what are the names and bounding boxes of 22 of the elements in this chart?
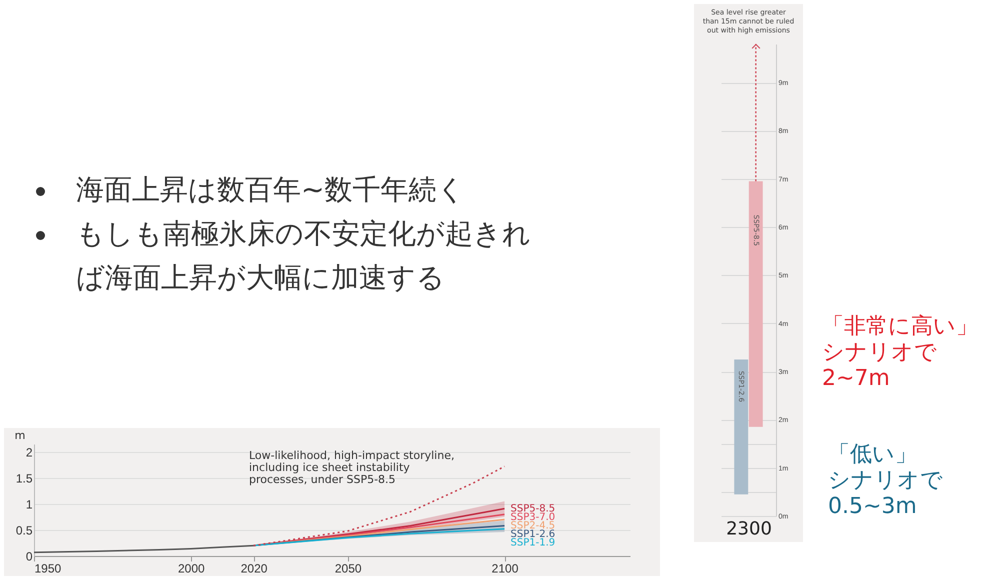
y-tick-label: 2 [26, 445, 33, 460]
x-tick-label: 2020 [240, 562, 268, 576]
x-tick-label: 1950 [34, 562, 62, 576]
x-tick-label: 2000 [178, 562, 206, 576]
y-tick-label: 1.5 [16, 471, 33, 486]
text: 0.5~3m [828, 494, 918, 520]
x-tick-label: 2050 [334, 562, 362, 576]
y-tick-label: 0.5 [16, 523, 33, 538]
text: シナリオで [822, 340, 938, 366]
y-tick-label: 1 [26, 497, 33, 512]
series-label: SSP1-1.9 [510, 538, 556, 549]
y-tick-label: 0 [26, 550, 33, 564]
text: もしも南極氷床の不安定化が起きれば海面上昇が大幅に加速する [75, 216, 532, 296]
x-axis-title: 2300 [726, 518, 772, 540]
x-tick-label: 2100 [492, 562, 519, 576]
text: 「低い」 [828, 442, 918, 468]
text: 「非常に高い」 [822, 314, 978, 340]
y-axis-title: m [14, 429, 26, 442]
text: 海面上昇は数百年~数千年続く [75, 172, 466, 208]
text: 2~7m [822, 366, 891, 392]
annotation: Low-likelihood, high-impact storyline, including ice sheet instability processes, under SSP5-8.5 [249, 449, 454, 486]
text: シナリオで [828, 468, 943, 494]
